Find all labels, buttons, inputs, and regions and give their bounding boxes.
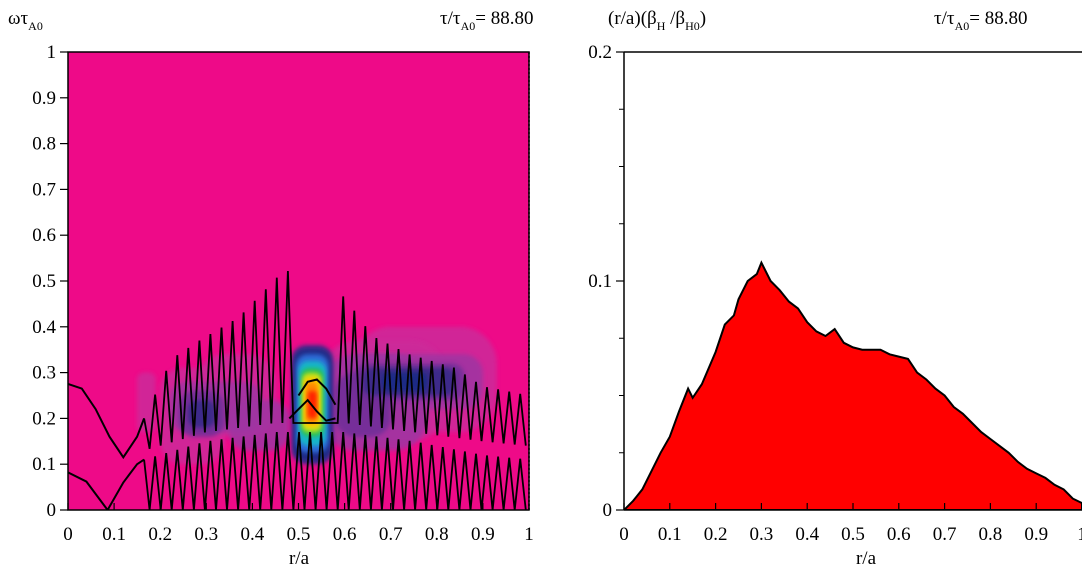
right-xtick-label: 0.3 [750, 524, 774, 545]
left-xtick-label: 0.7 [379, 524, 403, 545]
right-xtick-label: 0.7 [933, 524, 957, 545]
left-ytick-label: 0 [47, 500, 57, 521]
beta-profile-area [624, 260, 1082, 510]
continuum-curve [106, 458, 145, 510]
right-xlabel: r/a [856, 548, 877, 569]
heatmap-level-0 [137, 372, 156, 433]
right-xtick-label: 0.1 [658, 524, 682, 545]
left-xtick-label: 0.4 [241, 524, 265, 545]
right-xtick-label: 0.5 [841, 524, 865, 545]
right-ytick-label: 0.2 [588, 42, 612, 63]
left-ytick-label: 0.8 [32, 134, 56, 155]
right-ytick-label: 0.1 [588, 271, 612, 292]
left-ytick-label: 0.2 [32, 408, 56, 429]
right-xtick-label: 0.6 [887, 524, 911, 545]
left-xtick-label: 0.6 [333, 524, 357, 545]
left-panel: 0 0.1 0.2 0.3 0.4 0.5 0.6 0.7 0.8 0.9 1 0 0.1 0.2 0.3 0… [8, 8, 534, 569]
left-xtick-label: 1 [524, 524, 534, 545]
left-ytick-label: 0.4 [32, 317, 56, 338]
left-xtick-label: 0.3 [194, 524, 218, 545]
continuum-curve [68, 471, 109, 510]
right-time-label: τ/τA0= 88.80 [934, 8, 1027, 33]
left-xtick-label: 0.9 [471, 524, 495, 545]
left-ytick-label: 0.6 [32, 225, 56, 246]
left-xtick-label: 0.8 [425, 524, 449, 545]
right-xtick-label: 0.2 [704, 524, 728, 545]
right-xtick-label: 0.4 [795, 524, 819, 545]
continuum-curves [68, 270, 527, 510]
right-panel: 0 0.1 0.2 0.3 0.4 0.5 0.6 0.7 0.8 0.9 1 0 0.1 0.2 (r/… [588, 8, 1082, 569]
left-xtick-label: 0.1 [102, 524, 126, 545]
left-xtick-label: 0.5 [287, 524, 311, 545]
left-ytick-label: 0.5 [32, 271, 56, 292]
right-xtick-label: 0 [619, 524, 629, 545]
left-ytick-label: 0.9 [32, 88, 56, 109]
continuum-zigzag [143, 432, 527, 510]
right-axis-ticks: 0 0.1 0.2 0.3 0.4 0.5 0.6 0.7 0.8 0.9 1 0 0.1 0.2 [588, 42, 1082, 545]
right-xtick-label: 0.9 [1024, 524, 1048, 545]
left-ytick-label: 0.3 [32, 363, 56, 384]
right-xtick-label: 0.8 [979, 524, 1003, 545]
continuum-curve [288, 398, 336, 422]
left-xlabel: r/a [289, 548, 310, 569]
left-ylabel: ωτA0 [8, 8, 43, 33]
continuum-curve [68, 383, 146, 460]
continuum-curve [297, 378, 337, 406]
left-axis-ticks: 0 0.1 0.2 0.3 0.4 0.5 0.6 0.7 0.8 0.9 1 0 0.1 0.2 0.3 0… [32, 42, 534, 545]
right-ylabel: (r/a)(βH /βH0) [608, 8, 706, 33]
right-xtick-label: 1 [1077, 524, 1082, 545]
left-xtick-label: 0 [63, 524, 73, 545]
left-xtick-label: 0.2 [148, 524, 172, 545]
heatmap-level-4 [381, 372, 428, 391]
left-ytick-label: 1 [47, 42, 57, 63]
left-ytick-label: 0.1 [32, 454, 56, 475]
left-ytick-label: 0.7 [32, 179, 56, 200]
right-ytick-label: 0 [603, 500, 613, 521]
continuum-zigzag [143, 270, 527, 449]
left-time-label: τ/τA0= 88.80 [440, 8, 533, 33]
